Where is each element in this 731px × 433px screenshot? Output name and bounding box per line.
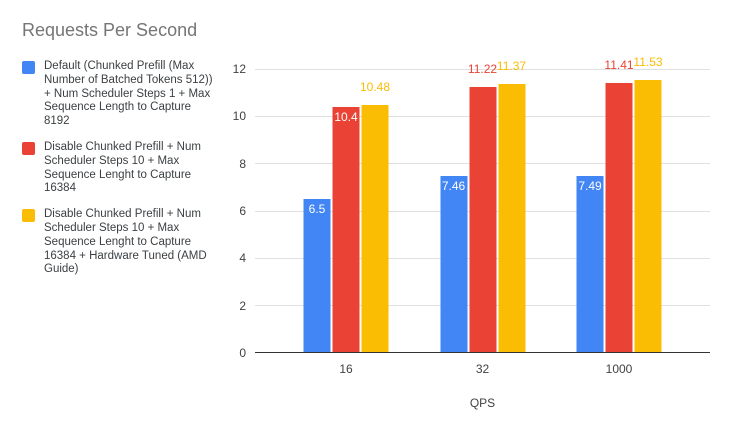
bar-value-label: 11.37 [496,58,527,73]
bar-value-label: 11.22 [467,62,498,77]
y-tick-label: 12 [232,62,246,76]
bar-value-label: 10.48 [359,79,391,94]
legend-item-default-chunked-prefill: Default (Chunked Prefill (Max Number of … [22,60,227,129]
plot-area: 0 2 4 6 8 10 12 6.5 10.4 10.48 16 7.46 11.22 11.37 32 7… [233,55,710,376]
bar-series-2-qps-32: 11.22 [468,62,497,353]
y-tick-label: 2 [239,298,246,313]
bar-series-1-qps-16: 6.5 [303,199,331,353]
bar-series-2-qps-1000: 11.41 [604,58,634,353]
y-tick-label: 4 [239,251,246,266]
y-tick-label: 10 [232,109,246,124]
bar-series-2-qps-16: 10.4 [332,106,360,353]
gridline [255,68,710,70]
bar-group-1000: 7.49 11.41 11.53 [576,55,663,353]
bar-value-label: 11.53 [633,55,663,70]
bar-group-32: 7.46 11.22 11.37 [440,59,526,353]
x-axis-title: QPS [469,396,496,410]
bar-group-16: 6.5 10.4 10.48 [303,80,390,353]
bar-value-label: 11.41 [604,57,634,72]
bar-series-1-qps-32: 7.46 [440,176,467,353]
legend-item-disable-chunked-prefill: Disable Chunked Prefill + Num Scheduler … [22,141,227,196]
bar-series-3-qps-16: 10.48 [360,80,390,353]
legend-label: Disable Chunked Prefill + Num Scheduler … [44,140,201,195]
legend: Default (Chunked Prefill (Max Number of … [22,60,227,277]
bar-value-label: 10.4 [334,109,358,124]
legend-label: Default (Chunked Prefill (Max Number of … [44,60,213,128]
y-tick-label: 0 [239,346,246,360]
legend-swatch-blue-icon [22,61,35,74]
legend-swatch-red-icon [22,141,35,155]
bar-value-label: 7.49 [578,178,602,193]
x-tick-label: 32 [475,362,490,376]
chart-title: Requests Per Second [22,20,198,40]
legend-label: Disable Chunked Prefill + Num Scheduler … [44,208,207,276]
x-tick-label: 1000 [605,362,633,376]
y-tick-label: 6 [239,204,246,218]
bar-value-label: 7.46 [441,179,466,194]
bar-series-3-qps-1000: 11.53 [633,55,663,353]
bar-value-label: 6.5 [308,202,326,217]
legend-item-disable-chunked-prefill-hardware-tuned: Disable Chunked Prefill + Num Scheduler … [22,208,227,277]
bar-series-1-qps-1000: 7.49 [576,175,604,353]
x-axis-line [255,352,710,353]
x-tick-label: 16 [339,362,353,376]
y-tick-label: 8 [239,156,246,171]
legend-swatch-yellow-icon [22,209,35,223]
bar-series-3-qps-32: 11.37 [497,59,526,353]
